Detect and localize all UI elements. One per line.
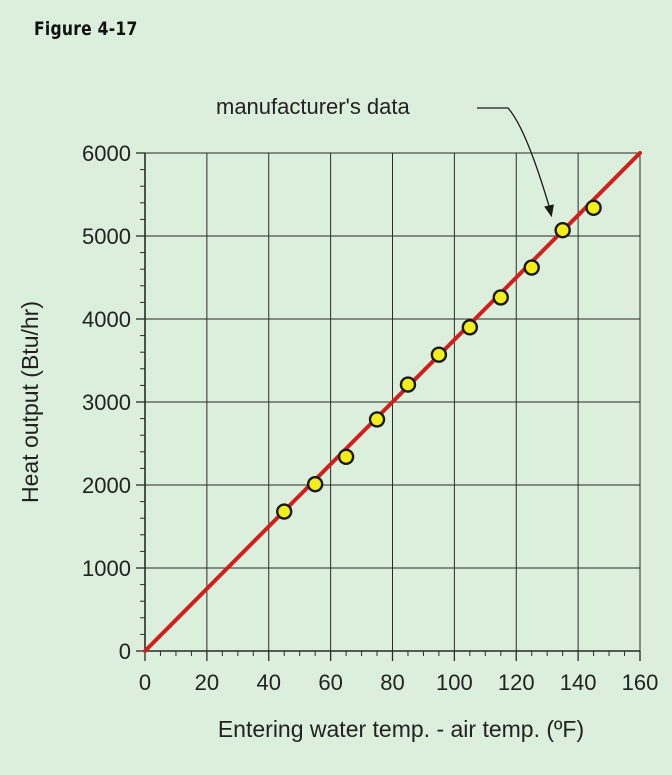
- figure-label: Figure 4-17: [34, 18, 138, 40]
- x-tick-label: 60: [318, 670, 342, 695]
- annotation-text: manufacturer's data: [216, 94, 411, 119]
- data-point: [461, 319, 479, 336]
- y-tick-label: 4000: [82, 307, 131, 332]
- x-tick-label: 80: [380, 670, 404, 695]
- data-points: [276, 199, 602, 520]
- y-tick-label: 3000: [82, 390, 131, 415]
- annotation-arrow: [477, 107, 551, 209]
- data-point: [399, 376, 417, 393]
- axes: [136, 152, 641, 661]
- x-tick-label: 20: [195, 670, 219, 695]
- x-tick-label: 120: [498, 670, 535, 695]
- data-point: [306, 475, 324, 493]
- x-tick-label: 160: [622, 670, 659, 695]
- x-tick-label: 0: [139, 670, 151, 695]
- tick-labels: 0 20 40 60 80 100 120 140 160 0 1000 2000 3000 4000 50…: [82, 141, 658, 695]
- data-point: [337, 448, 355, 465]
- annotation-arrowhead: [544, 204, 554, 218]
- x-axis-label: Entering water temp. - air temp. (ºF): [218, 716, 584, 742]
- data-point: [276, 503, 293, 520]
- x-tick-label: 100: [436, 670, 473, 695]
- data-point: [368, 411, 386, 428]
- x-tick-label: 140: [560, 670, 597, 695]
- data-point: [554, 221, 571, 239]
- x-tick-label: 40: [257, 670, 281, 695]
- y-tick-label: 1000: [82, 556, 131, 581]
- data-point: [430, 346, 448, 363]
- y-tick-label: 5000: [82, 224, 131, 249]
- y-tick-label: 6000: [82, 141, 131, 166]
- y-tick-label: 2000: [82, 473, 131, 498]
- data-point: [585, 199, 602, 216]
- data-point: [492, 289, 509, 306]
- annotation-layer: manufacturer's data: [216, 94, 554, 218]
- data-point: [523, 259, 540, 276]
- y-axis-label: Heat output (Btu/hr): [17, 301, 43, 503]
- y-tick-label: 0: [119, 639, 131, 664]
